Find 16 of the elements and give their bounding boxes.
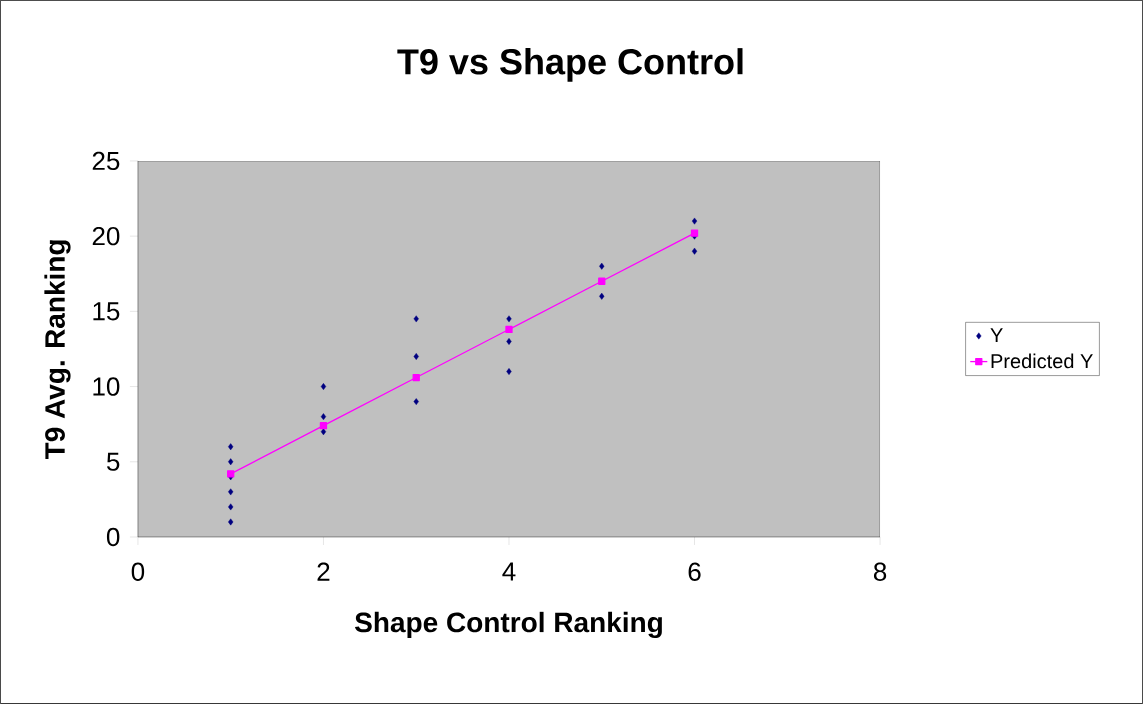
x-tick-label: 8 bbox=[873, 562, 887, 581]
y-tick-label: 15 bbox=[93, 302, 120, 321]
x-tick-label: 6 bbox=[688, 562, 701, 581]
chart-title: T9 vs Shape Control bbox=[397, 48, 743, 82]
x-tick-label: 2 bbox=[317, 562, 330, 581]
legend-label: Predicted Y bbox=[991, 353, 1093, 369]
y-axis-title: T9 Avg. Ranking bbox=[44, 240, 71, 460]
y-tick-label: 5 bbox=[106, 452, 120, 471]
y-tick-label: 10 bbox=[93, 377, 120, 396]
y-tick-label: 20 bbox=[92, 226, 120, 246]
x-tick-label: 4 bbox=[502, 562, 516, 581]
x-axis-title: Shape Control Ranking bbox=[354, 611, 662, 639]
y-tick-label: 0 bbox=[106, 527, 120, 547]
x-tick-label: 0 bbox=[131, 562, 145, 581]
legend-label: Y bbox=[990, 328, 1003, 343]
y-tick-label: 25 bbox=[92, 151, 120, 171]
